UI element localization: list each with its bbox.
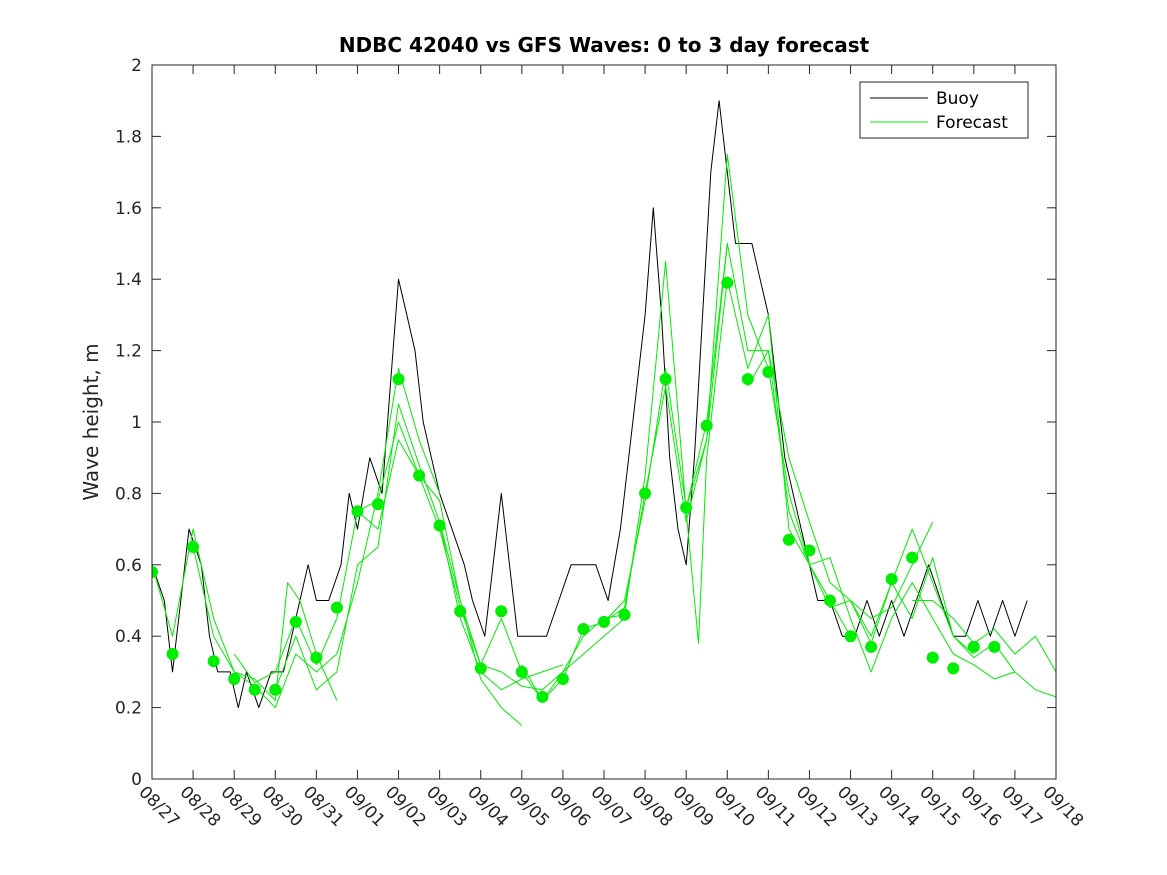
y-tick-label: 0.6 [115, 556, 142, 576]
forecast-marker-point [639, 487, 652, 500]
forecast-marker-point [392, 373, 405, 386]
forecast-marker-point [289, 615, 302, 628]
x-tick-label: 09/09 [669, 782, 718, 831]
forecast-marker-point [680, 501, 693, 514]
forecast-series-line-12 [850, 557, 1056, 698]
x-tick-label: 09/04 [463, 782, 512, 831]
forecast-marker-point [433, 519, 446, 532]
forecast-marker-point [536, 690, 549, 703]
forecast-marker-point [700, 419, 713, 432]
forecast-marker-point [310, 651, 323, 664]
x-tick-label: 09/16 [956, 782, 1005, 831]
y-axis-label: Wave height, m [79, 343, 103, 500]
x-tick-label: 09/11 [751, 782, 800, 831]
forecast-marker-point [474, 662, 487, 675]
x-tick-label: 08/27 [134, 782, 183, 831]
forecast-marker-point [988, 640, 1001, 653]
forecast-marker-point [556, 673, 569, 686]
x-tick-label: 09/01 [340, 782, 389, 831]
forecast-marker-point [721, 276, 734, 289]
x-tick-label: 09/18 [1038, 782, 1087, 831]
x-tick-label: 09/17 [997, 782, 1046, 831]
forecast-marker-point [824, 594, 836, 607]
legend-box [859, 81, 1029, 139]
legend-buoy-label: Buoy [936, 89, 979, 109]
x-tick-label: 08/28 [176, 782, 225, 831]
y-tick-label: 0 [131, 770, 142, 790]
y-tick-label: 1 [131, 413, 142, 433]
forecast-marker-point [844, 630, 857, 643]
forecast-marker-point [330, 601, 343, 614]
forecast-marker-point [598, 615, 610, 628]
y-tick-label: 0.2 [115, 699, 142, 719]
forecast-series-line-10 [747, 350, 975, 655]
x-tick-label: 09/13 [833, 782, 882, 831]
forecast-marker-point [803, 544, 816, 557]
forecast-marker-point [741, 373, 754, 386]
x-tick-label: 09/12 [792, 782, 841, 831]
x-tick-label: 09/15 [915, 782, 964, 831]
forecast-marker-point [495, 605, 508, 618]
forecast-marker-point [885, 573, 898, 586]
forecast-marker-point [947, 662, 960, 675]
y-axis: 0 0.2 0.4 0.6 0.8 1 1.2 1.4 1.6 1.8 2 [115, 56, 1056, 790]
forecast-series-line-7 [521, 260, 790, 701]
forecast-marker-point [454, 605, 467, 618]
y-tick-label: 1.8 [115, 127, 142, 147]
forecast-series-line-5 [357, 439, 625, 691]
forecast-series-line-2 [192, 368, 441, 709]
forecast-marker-point [906, 551, 919, 564]
forecast-marker-point [269, 683, 282, 696]
forecast-marker-point [166, 648, 179, 661]
forecast-marker-point [515, 665, 528, 678]
y-tick-label: 1.6 [115, 199, 142, 219]
x-tick-label: 08/31 [299, 782, 348, 831]
forecast-marker-point [228, 673, 241, 686]
legend: Buoy Forecast [859, 81, 1029, 139]
x-tick-label: 09/02 [381, 782, 430, 831]
y-tick-label: 1.4 [115, 270, 142, 290]
series-group [152, 100, 1056, 726]
forecast-marker-point [207, 655, 220, 668]
forecast-marker-point [248, 683, 261, 696]
forecast-marker-point [577, 623, 590, 636]
y-tick-label: 2 [131, 56, 142, 76]
legend-forecast-label: Forecast [936, 113, 1008, 133]
chart-title: NDBC 42040 vs GFS Waves: 0 to 3 day fore… [339, 33, 870, 57]
y-tick-label: 1.2 [115, 342, 142, 362]
forecast-marker-point [762, 366, 775, 379]
forecast-marker-point [967, 640, 980, 653]
x-tick-label: 08/30 [258, 782, 307, 831]
x-tick-label: 09/06 [545, 782, 594, 831]
plot-background [152, 65, 1056, 779]
x-tick-label: 09/10 [710, 782, 759, 831]
x-tick-label: 09/14 [874, 782, 923, 831]
forecast-series-line-4 [274, 403, 564, 691]
y-tick-label: 0.8 [115, 484, 142, 504]
forecast-series-line-13 [912, 600, 1056, 673]
forecast-series-line-1 [152, 528, 338, 701]
forecast-marker-point [659, 373, 672, 386]
forecast-marker-point [187, 540, 200, 553]
plot-area [151, 64, 1057, 780]
forecast-marker-point [351, 505, 364, 518]
forecast-marker-point [152, 565, 158, 578]
x-tick-label: 09/07 [586, 782, 635, 831]
x-tick-label: 09/03 [422, 782, 471, 831]
x-tick-label: 09/08 [628, 782, 677, 831]
forecast-marker-point [865, 640, 878, 653]
x-tick-label: 09/05 [504, 782, 553, 831]
forecast-marker-point [782, 533, 795, 546]
forecast-marker-point [618, 608, 631, 621]
forecast-marker-point [926, 651, 939, 664]
x-tick-label: 08/29 [217, 782, 266, 831]
forecast-marker-point [413, 469, 426, 482]
forecast-marker-point [372, 498, 384, 511]
y-tick-label: 0.4 [115, 627, 142, 647]
